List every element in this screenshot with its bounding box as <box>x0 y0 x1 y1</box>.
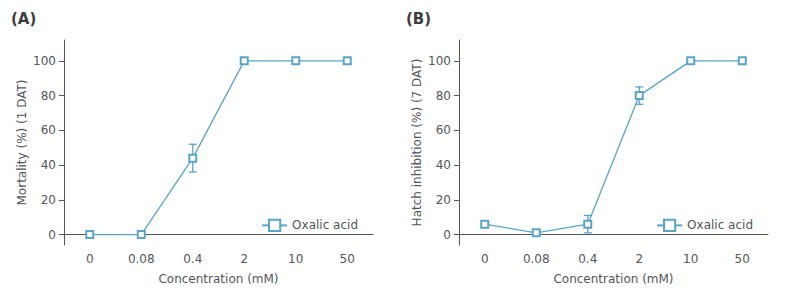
svg-text:2: 2 <box>635 252 643 266</box>
svg-text:0.08: 0.08 <box>523 252 550 266</box>
svg-text:40: 40 <box>41 158 56 172</box>
svg-text:0.4: 0.4 <box>578 252 597 266</box>
svg-text:Hatch inhibition (%) (7 DAT): Hatch inhibition (%) (7 DAT) <box>410 59 424 227</box>
svg-text:50: 50 <box>340 252 355 266</box>
svg-text:0.08: 0.08 <box>128 252 155 266</box>
svg-text:(B): (B) <box>406 10 431 28</box>
svg-text:100: 100 <box>33 54 56 68</box>
svg-text:100: 100 <box>428 54 451 68</box>
svg-text:2: 2 <box>240 252 248 266</box>
svg-text:20: 20 <box>436 193 451 207</box>
svg-text:40: 40 <box>436 158 451 172</box>
svg-text:80: 80 <box>436 89 451 103</box>
svg-text:60: 60 <box>436 123 451 137</box>
svg-text:Concentration (mM): Concentration (mM) <box>553 272 673 286</box>
svg-text:Oxalic acid: Oxalic acid <box>292 218 358 232</box>
svg-text:(A): (A) <box>11 10 36 28</box>
svg-text:10: 10 <box>288 252 303 266</box>
svg-text:0: 0 <box>48 228 56 242</box>
svg-text:0.4: 0.4 <box>183 252 202 266</box>
svg-text:Oxalic acid: Oxalic acid <box>687 218 753 232</box>
svg-text:80: 80 <box>41 89 56 103</box>
svg-text:Concentration (mM): Concentration (mM) <box>158 272 278 286</box>
svg-text:0: 0 <box>86 252 94 266</box>
svg-text:0: 0 <box>443 228 451 242</box>
svg-text:50: 50 <box>735 252 750 266</box>
svg-text:10: 10 <box>683 252 698 266</box>
svg-text:60: 60 <box>41 123 56 137</box>
svg-text:0: 0 <box>481 252 489 266</box>
svg-text:20: 20 <box>41 193 56 207</box>
svg-text:Mortality (%) (1 DAT): Mortality (%) (1 DAT) <box>15 79 29 205</box>
